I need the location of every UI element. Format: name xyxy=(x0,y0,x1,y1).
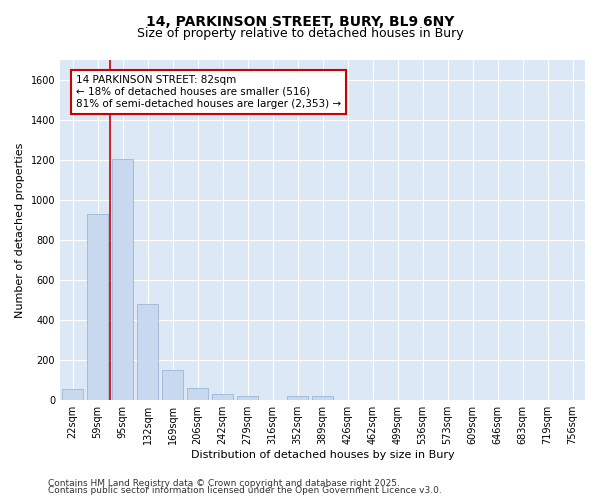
Bar xyxy=(187,388,208,400)
X-axis label: Distribution of detached houses by size in Bury: Distribution of detached houses by size … xyxy=(191,450,454,460)
Text: 14 PARKINSON STREET: 82sqm
← 18% of detached houses are smaller (516)
81% of sem: 14 PARKINSON STREET: 82sqm ← 18% of deta… xyxy=(76,76,341,108)
Bar xyxy=(162,370,183,400)
Bar xyxy=(112,159,133,400)
Text: Size of property relative to detached houses in Bury: Size of property relative to detached ho… xyxy=(137,28,463,40)
Bar xyxy=(137,304,158,400)
Bar xyxy=(312,396,333,400)
Bar xyxy=(212,394,233,400)
Y-axis label: Number of detached properties: Number of detached properties xyxy=(15,142,25,318)
Bar xyxy=(62,389,83,400)
Bar xyxy=(287,396,308,400)
Text: Contains public sector information licensed under the Open Government Licence v3: Contains public sector information licen… xyxy=(48,486,442,495)
Text: Contains HM Land Registry data © Crown copyright and database right 2025.: Contains HM Land Registry data © Crown c… xyxy=(48,478,400,488)
Bar xyxy=(87,214,108,400)
Text: 14, PARKINSON STREET, BURY, BL9 6NY: 14, PARKINSON STREET, BURY, BL9 6NY xyxy=(146,15,454,29)
Bar xyxy=(237,396,258,400)
